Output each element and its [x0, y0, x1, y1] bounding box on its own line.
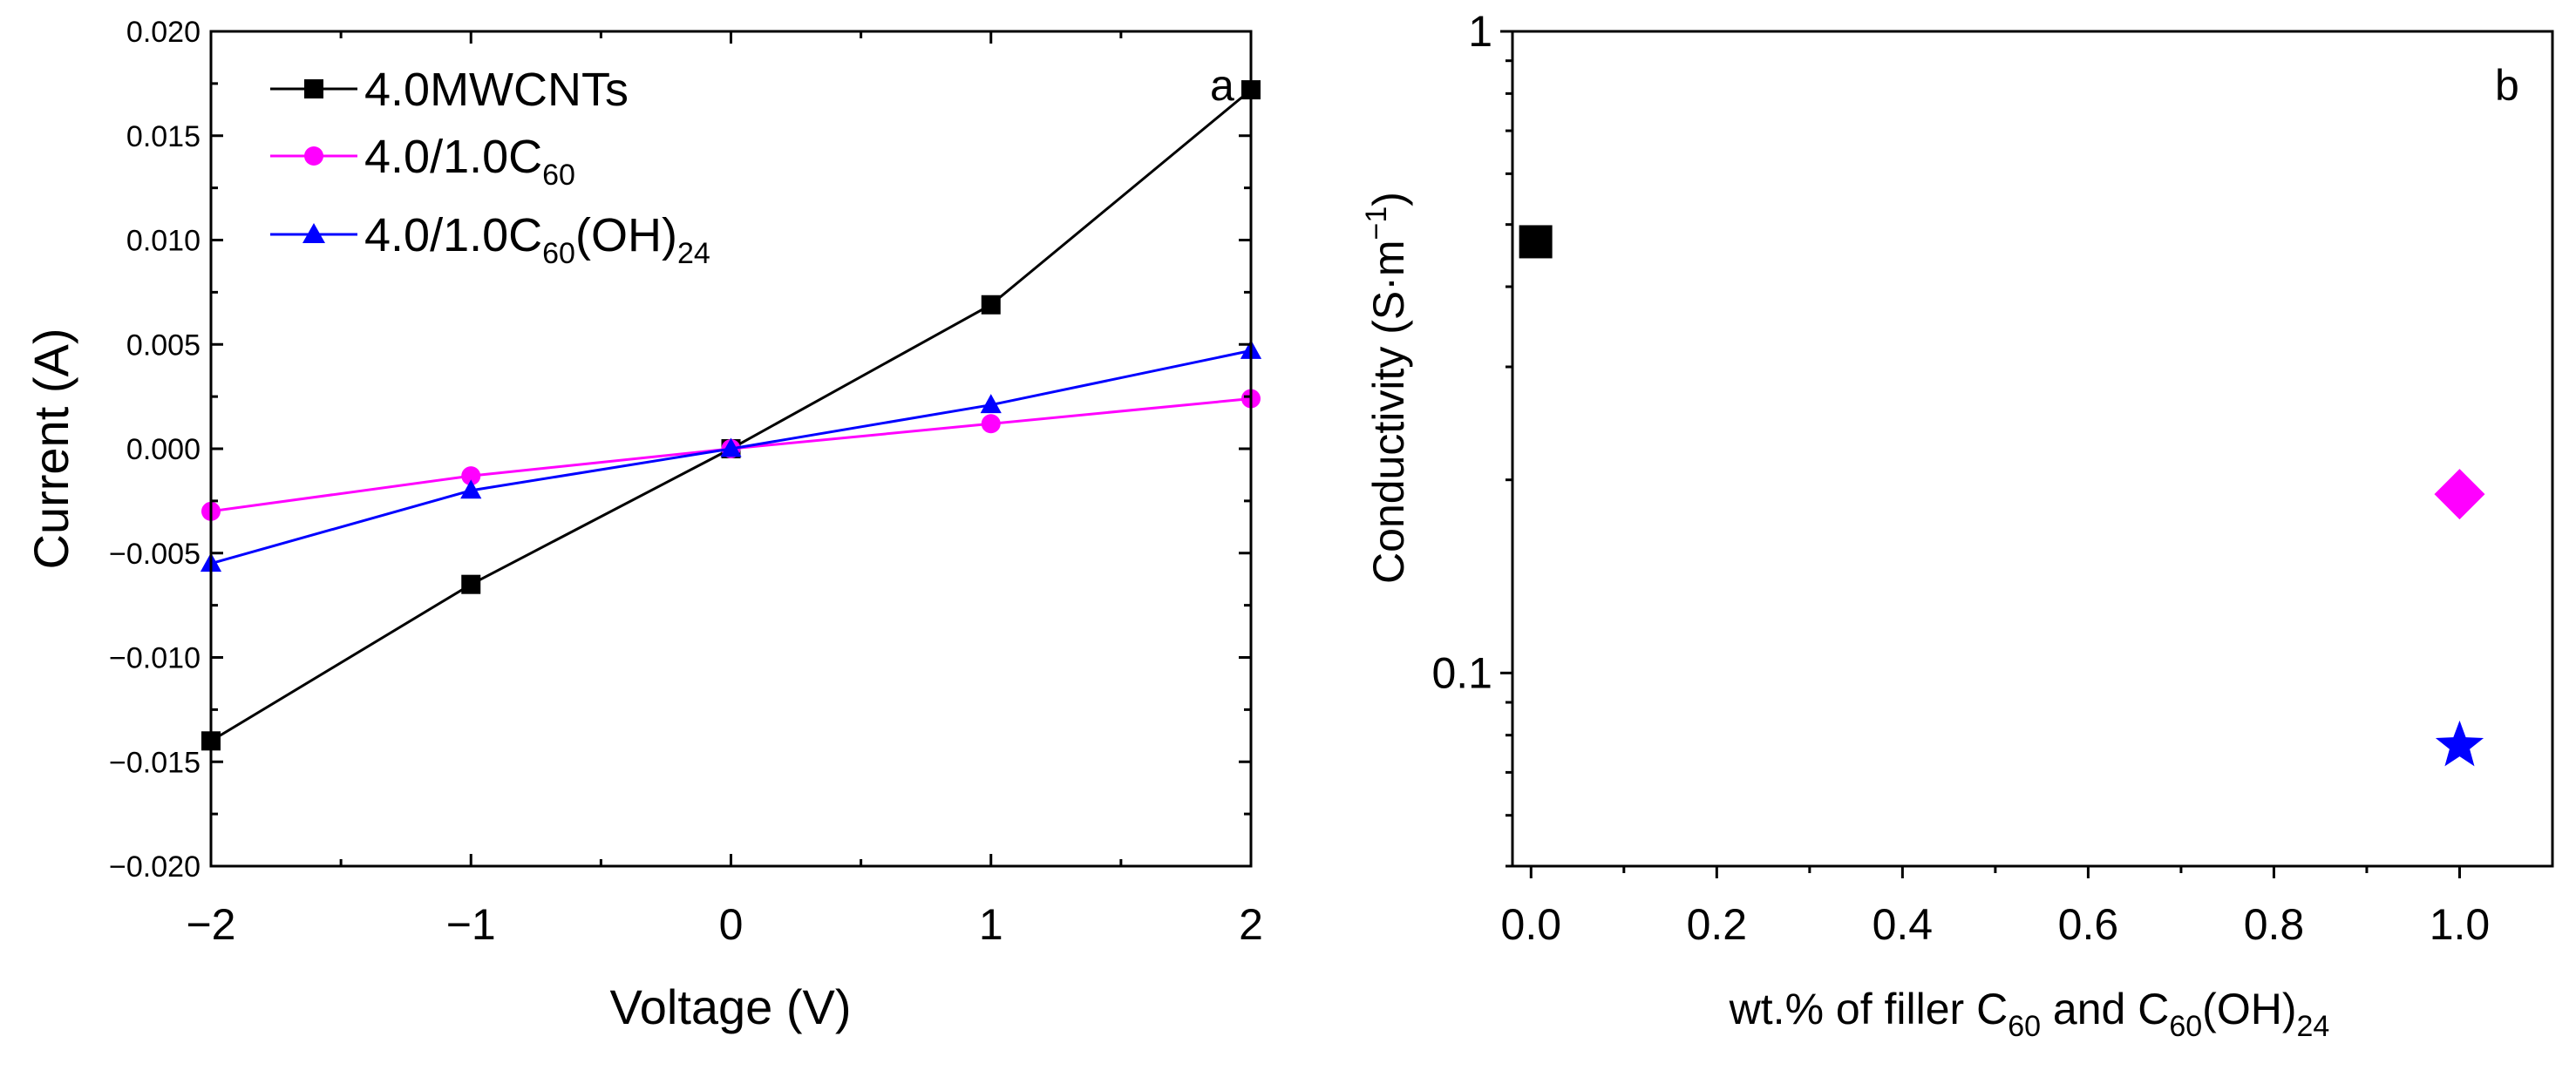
panel-a-xtick-label: −2: [186, 900, 235, 949]
legend-entry-c60: 4.0/1.0C60: [270, 131, 575, 192]
panel-b-points-layer: [1519, 225, 2485, 767]
panel-a-xtick-label: 2: [1239, 900, 1263, 949]
legend-label-mwcnts: 4.0MWCNTs: [364, 64, 629, 116]
legend-entry-c60oh24: 4.0/1.0C60(OH)24: [270, 209, 710, 270]
legend-label-c60oh24-sub2: 24: [677, 237, 710, 270]
panel-b-xlabel-s3: 24: [2296, 1010, 2329, 1043]
panel-a-ytick-label: 0.000: [126, 433, 201, 466]
panel-b-ticks: 0.0 0.2 0.4 0.6 0.8 1.0 0.1 1: [1431, 7, 2490, 949]
panel-a-ytick-label: −0.020: [109, 850, 201, 884]
legend-label-c60oh24: 4.0/1.0C60(OH)24: [364, 209, 710, 270]
panel-a-ytick-label: 0.020: [126, 16, 201, 49]
panel-b-ylabel-p2: ): [1364, 192, 1413, 207]
data-point-4-0mwcnts: [1519, 225, 1553, 259]
data-point-4-0-1-0c60: [981, 414, 1001, 434]
panel-b-xtick-label: 0.2: [1687, 900, 1748, 949]
panel-b-xtick-label: 0.6: [2058, 900, 2119, 949]
panel-b-ytick-label: 0.1: [1431, 648, 1492, 697]
panel-b-ylabel: Conductivity (S·m−1): [1360, 192, 1413, 584]
data-point-4-0-1-0c60-oh-24: [980, 394, 1002, 414]
legend-label-c60oh24-sub: 60: [542, 237, 575, 270]
panel-b-frame: [1511, 30, 2554, 868]
panel-b-xtick-label: 1.0: [2430, 900, 2491, 949]
panel-b-xlabel-p3: (OH): [2202, 985, 2296, 1033]
panel-a-xlabel: Voltage (V): [609, 979, 851, 1034]
panel-a-xtick-label: 0: [719, 900, 744, 949]
panel-a-ytick-label: 0.015: [126, 120, 201, 153]
legend-label-mwcnts-main: 4.0MWCNTs: [364, 64, 629, 116]
panel-b: 0.0 0.2 0.4 0.6 0.8 1.0 0.1 1 b wt.% of filler …: [1360, 7, 2554, 1043]
legend-label-c60-sub: 60: [542, 159, 575, 192]
panel-a-ytick-label: −0.015: [109, 746, 201, 779]
panel-a-ytick-label: 0.010: [126, 225, 201, 258]
panel-b-ylabel-p1: Conductivity (S·m: [1364, 240, 1413, 584]
data-point-4-0mwcnts: [981, 295, 1001, 315]
panel-a-series-layer: [200, 80, 1262, 751]
panel-b-xlabel-s2: 60: [2169, 1010, 2202, 1043]
legend-entry-mwcnts: 4.0MWCNTs: [270, 64, 629, 116]
series-line-4-0mwcnts: [210, 88, 1252, 742]
panel-b-xtick-label: 0.0: [1501, 900, 1562, 949]
legend-marker-c60oh24: [302, 223, 325, 243]
legend-label-c60: 4.0/1.0C60: [364, 131, 575, 192]
panel-b-xlabel-p2: and C: [2041, 985, 2169, 1033]
panel-b-xtick-label: 0.4: [1873, 900, 1934, 949]
panel-b-xtick-label: 0.8: [2244, 900, 2305, 949]
panel-a-ytick-label: −0.005: [109, 538, 201, 571]
panel-b-label: b: [2495, 61, 2519, 110]
data-point-4-0-1-0c60-oh-24: [2435, 720, 2484, 767]
legend-marker-c60: [304, 146, 323, 166]
panel-a-xtick-label: −1: [446, 900, 496, 949]
panel-a-ticks: −2 −1 0 1 2 −0.020 −0.015 −0.010 −0.005 0.000 0.00…: [109, 16, 1263, 949]
panel-a-label: a: [1210, 61, 1234, 110]
panel-a-xtick-label: 1: [979, 900, 1003, 949]
legend-label-c60oh24-main: 4.0/1.0C: [364, 209, 542, 261]
panel-b-xlabel: wt.% of filler C60 and C60(OH)24: [1729, 985, 2330, 1043]
data-point-4-0-1-0c60-oh-24: [720, 437, 742, 457]
data-point-4-0-1-0c60: [2434, 469, 2485, 520]
data-point-4-0-1-0c60-oh-24: [460, 479, 482, 499]
panel-b-ylabel-sup: −1: [1360, 207, 1393, 240]
panel-a-ylabel: Current (A): [24, 329, 78, 570]
legend-label-c60oh24-tail: (OH): [575, 209, 677, 261]
data-point-4-0-1-0c60: [461, 466, 481, 486]
panel-a-ytick-label: 0.005: [126, 329, 201, 362]
legend-label-c60-main: 4.0/1.0C: [364, 131, 542, 183]
panel-b-xlabel-s1: 60: [2008, 1010, 2041, 1043]
panel-a: −2 −1 0 1 2 −0.020 −0.015 −0.010 −0.005 0.000 0.00…: [24, 16, 1263, 1034]
panel-b-ytick-label: 1: [1468, 7, 1492, 56]
panel-a-ytick-label: −0.010: [109, 642, 201, 675]
legend-marker-mwcnts: [304, 79, 323, 98]
legend: 4.0MWCNTs 4.0/1.0C60 4.0/1.0C60(OH)24: [270, 64, 710, 270]
panel-b-xlabel-p1: wt.% of filler C: [1729, 985, 2008, 1033]
data-point-4-0mwcnts: [461, 574, 481, 594]
